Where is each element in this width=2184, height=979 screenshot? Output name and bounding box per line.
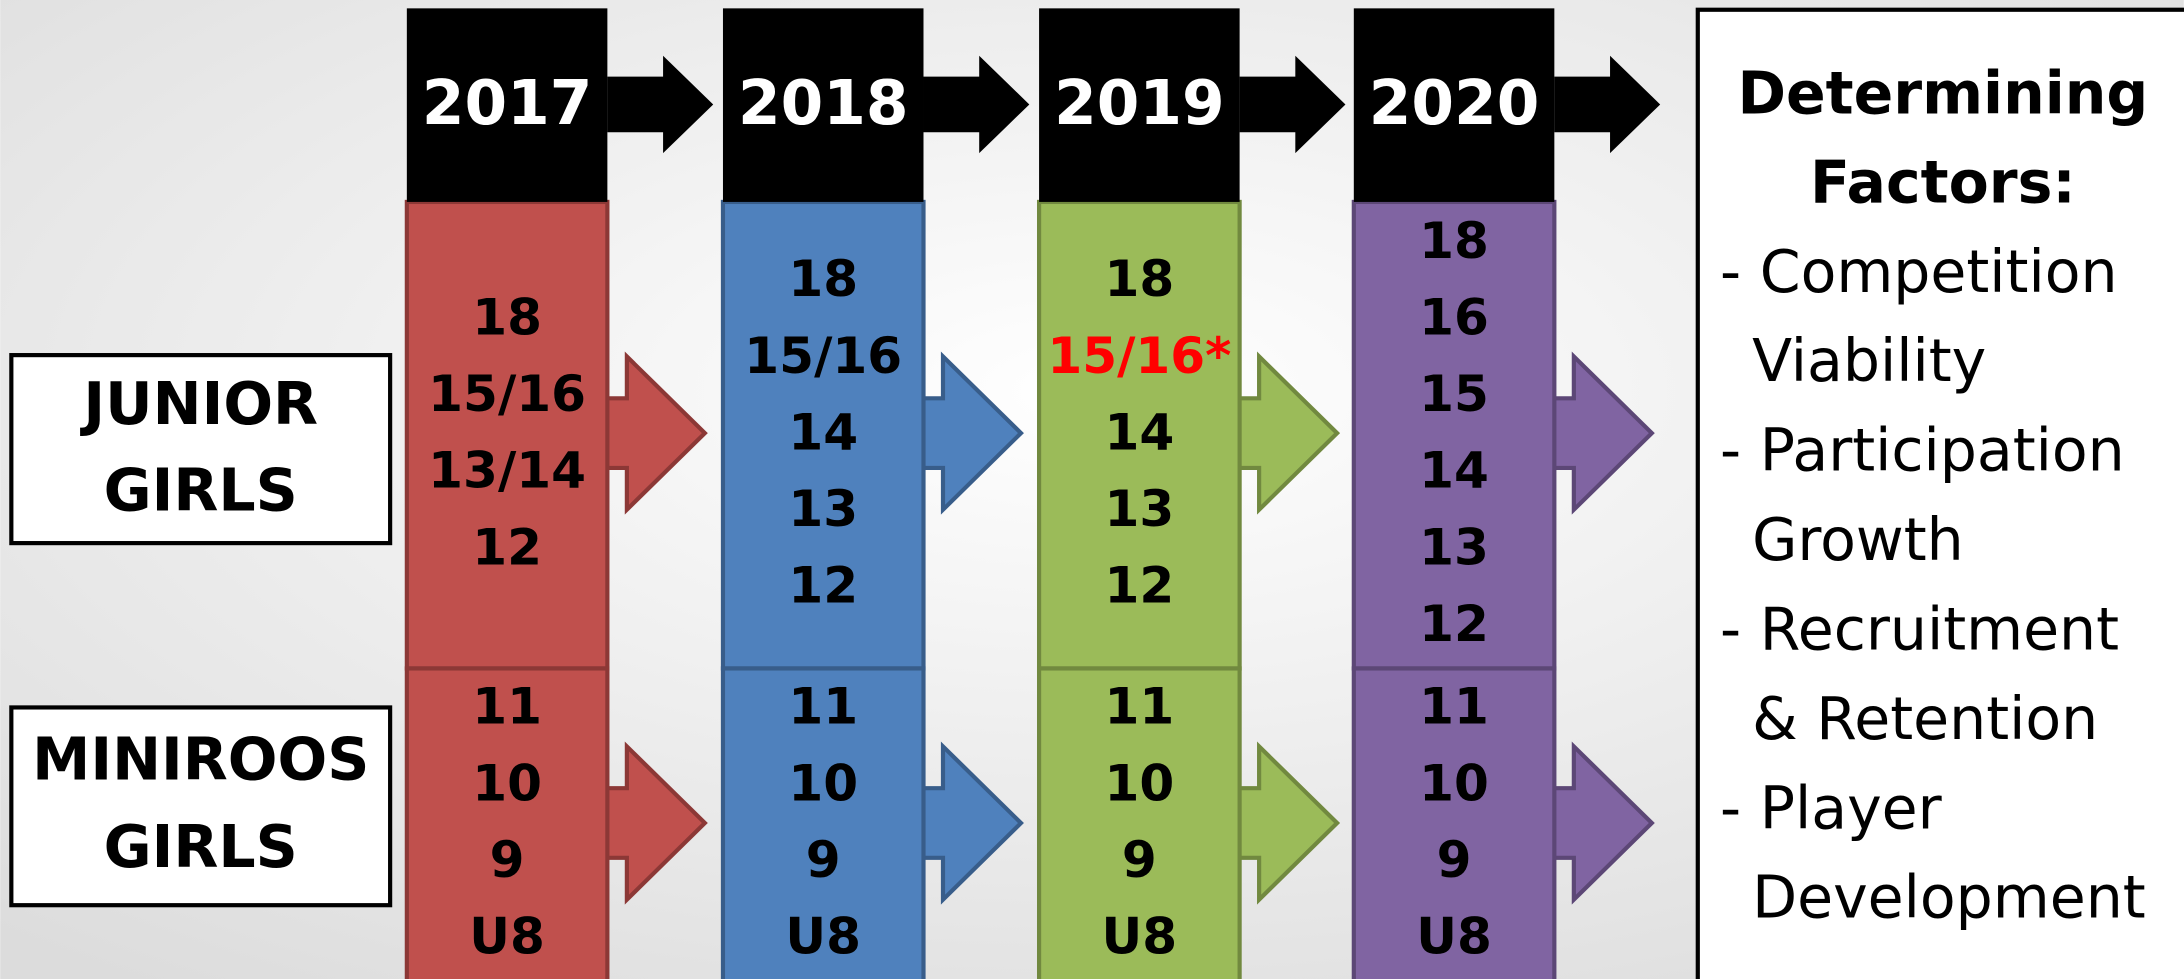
header-arrow — [607, 55, 714, 154]
age-group: 10 — [788, 753, 858, 812]
factor-item: - Competition — [1720, 238, 2117, 306]
junior-box — [720, 199, 926, 671]
year-header — [1353, 8, 1555, 202]
miniroos-box — [1036, 666, 1242, 979]
age-group: 18 — [1104, 249, 1174, 308]
factors-title: Determining — [1738, 60, 2149, 128]
factor-item: Growth — [1752, 506, 1964, 574]
factors-box — [1695, 7, 2184, 979]
header-arrow — [923, 55, 1030, 154]
age-group: 13/14 — [428, 441, 586, 500]
content: 2017 18 15/16 13/14 12 11 10 9 U8 2018 18 15/16 14 13… — [32, 8, 2148, 979]
age-group: 11 — [788, 677, 858, 736]
header-arrow — [1239, 55, 1346, 154]
age-group: 16 — [1419, 287, 1489, 346]
factor-item: Development — [1752, 864, 2146, 932]
age-group: U8 — [785, 907, 861, 966]
age-group: 15/16 — [744, 326, 902, 385]
factor-item: - Recruitment — [1720, 595, 2119, 663]
factors-title: Factors: — [1810, 149, 2076, 217]
factor-item: Viability — [1752, 327, 1986, 395]
age-group: 18 — [472, 287, 542, 346]
row-label-box — [9, 705, 393, 908]
age-group: 15/16* — [1047, 326, 1231, 385]
age-group: 10 — [1419, 753, 1489, 812]
age-group: 13 — [788, 479, 858, 538]
factor-item: - Player — [1720, 774, 1943, 842]
age-group: 11 — [472, 677, 542, 736]
junior-box — [404, 199, 610, 671]
age-group: 12 — [788, 556, 858, 615]
header-arrow — [1554, 55, 1661, 154]
year-header — [722, 8, 924, 202]
year-label: 2020 — [1369, 68, 1540, 139]
year-label: 2017 — [422, 68, 593, 139]
year-label: 2019 — [1054, 68, 1225, 139]
age-group: 13 — [1104, 479, 1174, 538]
age-group: 10 — [1104, 753, 1174, 812]
age-group: 12 — [472, 517, 542, 576]
age-group: 10 — [472, 753, 542, 812]
age-group: 14 — [1419, 441, 1489, 500]
age-group: 9 — [1437, 830, 1472, 889]
age-group: 14 — [1104, 402, 1174, 461]
age-group: 13 — [1419, 517, 1489, 576]
miniroos-box — [404, 666, 610, 979]
year-header — [406, 8, 608, 202]
factor-item: & Retention — [1752, 685, 2098, 753]
age-group: 14 — [788, 402, 858, 461]
factor-item: - Participation — [1720, 417, 2125, 485]
age-group: 12 — [1419, 594, 1489, 653]
year-header — [1039, 8, 1240, 202]
row-label: MINIROOS — [32, 725, 369, 793]
age-group: 9 — [490, 830, 525, 889]
junior-box — [1036, 199, 1242, 671]
row-label: GIRLS — [104, 813, 298, 881]
age-group: 12 — [1104, 556, 1174, 615]
miniroos-box — [720, 666, 926, 979]
age-group: 11 — [1419, 677, 1489, 736]
age-group: 9 — [1122, 830, 1157, 889]
row-label: GIRLS — [104, 456, 298, 524]
age-group: 15 — [1419, 364, 1489, 423]
row-label: JUNIOR — [79, 370, 318, 438]
age-group: U8 — [469, 907, 545, 966]
row-label-box — [9, 353, 393, 546]
age-group: 11 — [1104, 677, 1174, 736]
year-label: 2018 — [738, 68, 909, 139]
age-group: U8 — [1102, 907, 1178, 966]
age-group: 15/16 — [428, 364, 586, 423]
age-group: 18 — [788, 249, 858, 308]
miniroos-box — [1351, 666, 1557, 979]
age-group: U8 — [1416, 907, 1492, 966]
age-group: 18 — [1419, 211, 1489, 270]
age-group: 9 — [806, 830, 841, 889]
